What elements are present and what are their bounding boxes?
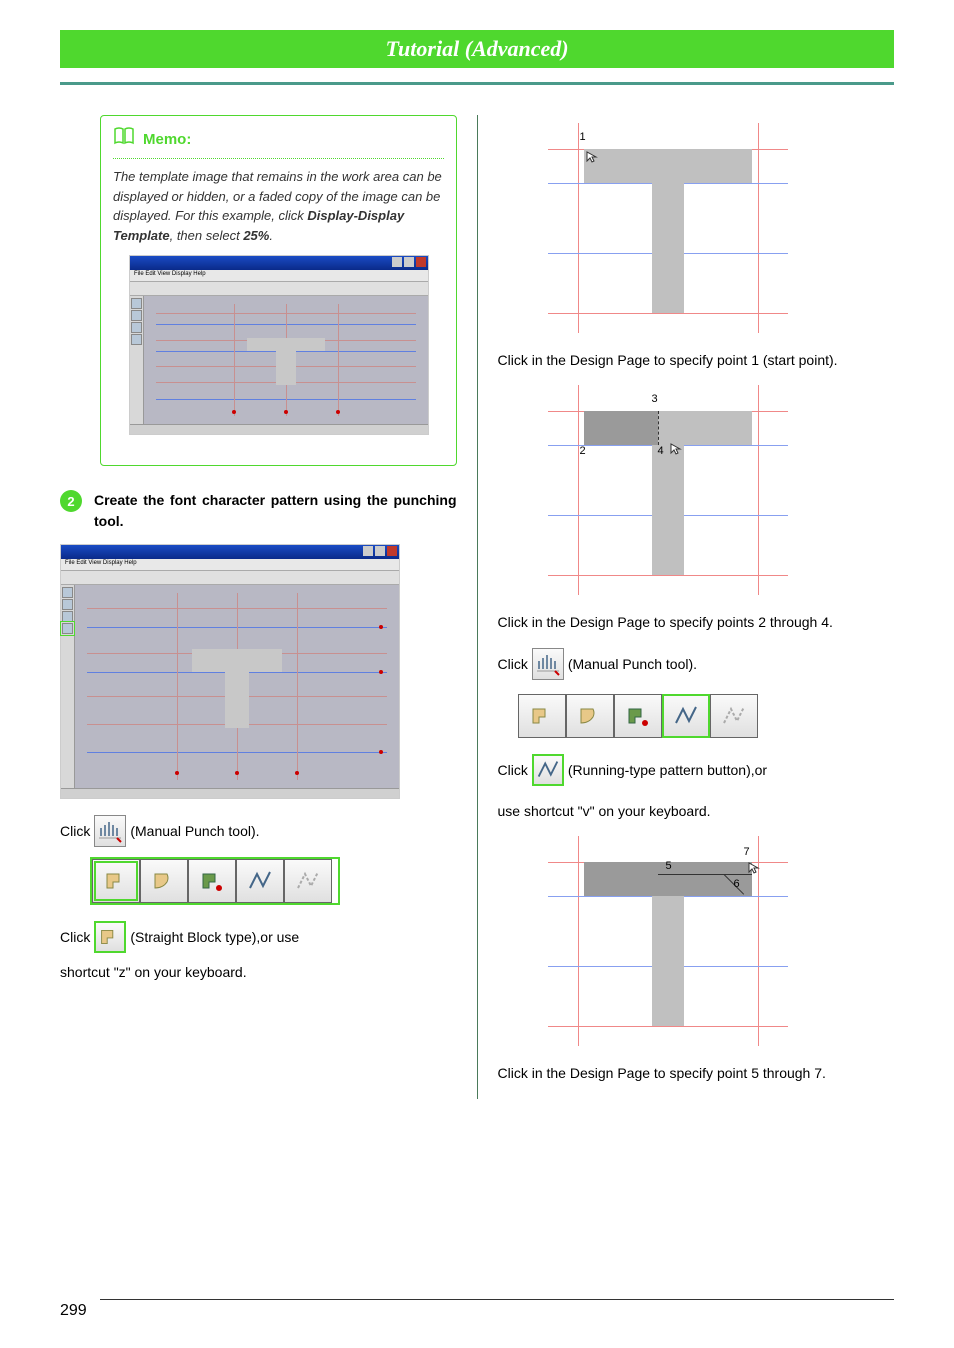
click-running-line2: use shortcut "v" on your keyboard. bbox=[498, 800, 895, 822]
text-click-pre: Click bbox=[60, 820, 90, 842]
text-click-mid: (Straight Block type),or use bbox=[130, 926, 299, 948]
side-tool-item bbox=[62, 623, 73, 634]
click-point1-instr: Click in the Design Page to specify poin… bbox=[498, 349, 895, 371]
step2-screenshot: File Edit View Display Help bbox=[60, 544, 400, 799]
canvas-area bbox=[75, 585, 399, 788]
text-click-post: (Manual Punch tool). bbox=[568, 653, 697, 675]
point-2-label: 2 bbox=[580, 445, 586, 457]
text-click-pre: Click bbox=[60, 926, 90, 948]
page: Tutorial (Advanced) Memo: The template i… bbox=[0, 0, 954, 1348]
design-page-fig1: 1 bbox=[548, 123, 788, 333]
page-number: 299 bbox=[60, 1302, 87, 1320]
header-divider bbox=[60, 82, 894, 85]
memo-book-icon bbox=[113, 126, 135, 152]
window-workarea bbox=[61, 585, 399, 788]
point-4-label: 4 bbox=[658, 445, 664, 457]
curved-block-icon[interactable] bbox=[140, 859, 188, 903]
window-menubar: File Edit View Display Help bbox=[130, 270, 428, 282]
punch-toolbar-strip bbox=[90, 857, 340, 905]
click-manual-punch-instr: Click (Manual Punch tool). bbox=[60, 815, 457, 847]
side-tool-item bbox=[62, 587, 73, 598]
click-straight-block-line2: shortcut "z" on your keyboard. bbox=[60, 961, 457, 983]
memo-header: Memo: bbox=[113, 126, 444, 159]
point-1-label: 1 bbox=[580, 131, 586, 143]
point-7-label: 7 bbox=[744, 846, 750, 858]
running-type-icon[interactable] bbox=[236, 859, 284, 903]
cursor-icon bbox=[670, 443, 682, 455]
step-2-badge: 2 bbox=[60, 490, 82, 512]
window-statusbar bbox=[130, 424, 428, 434]
window-toolbar bbox=[61, 571, 399, 585]
step-2-text: Create the font character pattern using … bbox=[94, 490, 457, 532]
side-tool-item bbox=[131, 310, 142, 321]
running-type-icon[interactable] bbox=[532, 754, 564, 786]
point-5-label: 5 bbox=[666, 860, 672, 872]
memo-text-post: . bbox=[269, 228, 273, 243]
text-click-pre: Click bbox=[498, 759, 528, 781]
side-tools bbox=[130, 296, 144, 424]
curved-block-icon[interactable] bbox=[566, 694, 614, 738]
point-3-label: 3 bbox=[652, 393, 658, 405]
click-straight-block-instr: Click (Straight Block type),or use bbox=[60, 921, 457, 953]
semi-auto-block-icon[interactable] bbox=[614, 694, 662, 738]
feed-type-icon[interactable] bbox=[710, 694, 758, 738]
text-click-pre: Click bbox=[498, 653, 528, 675]
window-toolbar bbox=[130, 282, 428, 296]
step-2-row: 2 Create the font character pattern usin… bbox=[60, 490, 457, 532]
memo-title: Memo: bbox=[143, 131, 191, 148]
semi-auto-block-icon[interactable] bbox=[188, 859, 236, 903]
footer-divider bbox=[100, 1299, 894, 1300]
straight-block-icon[interactable] bbox=[94, 921, 126, 953]
window-statusbar bbox=[61, 788, 399, 798]
straight-block-icon[interactable] bbox=[92, 859, 140, 903]
grid-canvas bbox=[156, 304, 416, 416]
content-columns: Memo: The template image that remains in… bbox=[60, 115, 894, 1099]
straight-block-icon[interactable] bbox=[518, 694, 566, 738]
side-tool-item bbox=[131, 334, 142, 345]
point-6-label: 6 bbox=[734, 878, 740, 890]
side-tool-item bbox=[131, 322, 142, 333]
memo-screenshot: File Edit View Display Help bbox=[129, 255, 429, 435]
feed-type-icon[interactable] bbox=[284, 859, 332, 903]
window-titlebar bbox=[130, 256, 428, 270]
side-tools bbox=[61, 585, 75, 788]
running-type-icon[interactable] bbox=[662, 694, 710, 738]
canvas-area bbox=[144, 296, 428, 424]
manual-punch-tool-icon[interactable] bbox=[532, 648, 564, 680]
memo-body: The template image that remains in the w… bbox=[113, 167, 444, 245]
side-tool-item bbox=[62, 611, 73, 622]
click-points24-instr: Click in the Design Page to specify poin… bbox=[498, 611, 895, 633]
design-page-fig3: 5 6 7 bbox=[548, 836, 788, 1046]
window-titlebar bbox=[61, 545, 399, 559]
text-click-post: (Manual Punch tool). bbox=[130, 820, 259, 842]
click-points57-instr: Click in the Design Page to specify poin… bbox=[498, 1062, 895, 1084]
side-tool-item bbox=[131, 298, 142, 309]
right-column: 1 Click in the Design Page to specify po… bbox=[498, 115, 895, 1099]
side-tool-item bbox=[62, 599, 73, 610]
text-click-mid: (Running-type pattern button),or bbox=[568, 759, 767, 781]
column-divider bbox=[477, 115, 478, 1099]
cursor-icon bbox=[586, 151, 598, 163]
click-manual-punch-instr-right: Click (Manual Punch tool). bbox=[498, 648, 895, 680]
manual-punch-tool-icon[interactable] bbox=[94, 815, 126, 847]
punch-toolbar-strip-right bbox=[518, 694, 768, 738]
page-header: Tutorial (Advanced) bbox=[60, 30, 894, 68]
window-menubar: File Edit View Display Help bbox=[61, 559, 399, 571]
memo-box: Memo: The template image that remains in… bbox=[100, 115, 457, 466]
cursor-icon bbox=[748, 862, 760, 874]
memo-text-mid: , then select bbox=[170, 228, 244, 243]
memo-text-bold2: 25% bbox=[243, 228, 269, 243]
window-workarea bbox=[130, 296, 428, 424]
grid-canvas bbox=[87, 593, 387, 780]
design-page-fig2: 2 3 4 bbox=[548, 385, 788, 595]
left-column: Memo: The template image that remains in… bbox=[60, 115, 457, 1099]
click-running-instr: Click (Running-type pattern button),or bbox=[498, 754, 895, 786]
